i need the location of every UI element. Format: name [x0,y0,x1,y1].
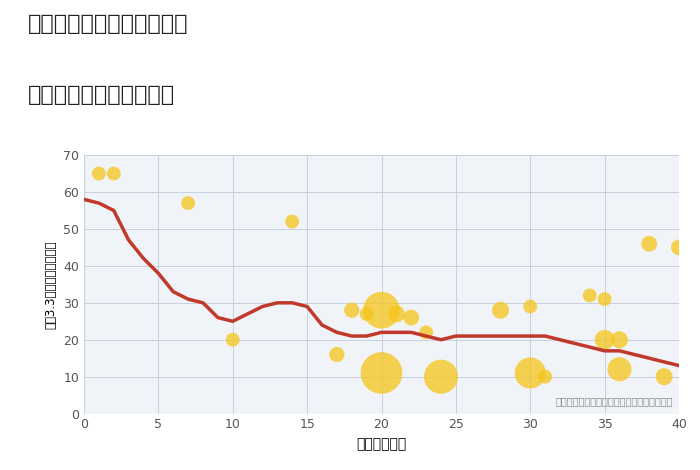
Point [376,369,387,377]
Point [421,329,432,336]
Point [183,199,194,207]
Point [227,336,238,344]
Point [376,306,387,314]
Point [584,292,595,299]
Point [644,240,655,248]
Point [346,306,357,314]
Point [435,373,447,380]
Point [331,351,342,358]
Point [659,373,670,380]
Point [673,243,685,251]
Point [287,218,298,225]
Text: 円の大きさは、取引のあった物件面積を示す: 円の大きさは、取引のあった物件面積を示す [556,396,673,406]
Point [599,295,610,303]
Point [614,336,625,344]
Point [540,373,551,380]
Point [108,170,119,177]
Point [361,310,372,318]
X-axis label: 築年数（年）: 築年数（年） [356,437,407,451]
Point [391,310,402,318]
Point [495,306,506,314]
Text: 兵庫県豊岡市日高町羽尻の: 兵庫県豊岡市日高町羽尻の [28,14,188,34]
Point [93,170,104,177]
Point [525,303,536,310]
Y-axis label: 坪（3.3㎡）単価（万円）: 坪（3.3㎡）単価（万円） [45,240,57,329]
Point [525,369,536,377]
Point [406,314,417,321]
Point [599,336,610,344]
Text: 築年数別中古戸建て価格: 築年数別中古戸建て価格 [28,85,175,105]
Point [614,366,625,373]
